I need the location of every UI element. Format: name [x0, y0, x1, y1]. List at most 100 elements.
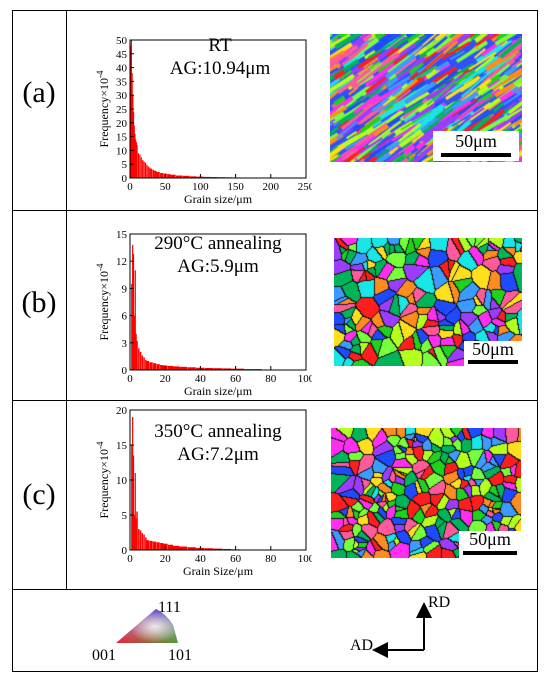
histogram-bar	[156, 171, 160, 178]
histogram-bar	[132, 253, 135, 370]
histogram-c: 0 20 40 60 80 100 0 5 10 15 20 Grain Size/μm Frequen…	[96, 405, 312, 578]
histogram-bar	[187, 547, 196, 550]
histogram-bar	[131, 283, 133, 370]
axes-legend: RD AD	[350, 594, 450, 658]
column-divider	[66, 10, 67, 590]
x-tick-label: 0	[127, 181, 133, 193]
ebsd-map-c: 50μm	[331, 428, 521, 558]
panel-subtitle-a: AG:10.94μm	[169, 58, 271, 79]
histogram-bar	[222, 368, 232, 370]
y-tick-label: 6	[122, 311, 128, 323]
scale-bar-a: 50μm	[433, 131, 519, 161]
histogram-bar	[147, 166, 149, 178]
y-tick-label: 0	[122, 545, 128, 557]
histogram-bar	[136, 144, 138, 178]
histogram-bar	[213, 548, 223, 550]
y-tick-label: 0	[122, 173, 128, 185]
histogram-bar	[136, 511, 138, 550]
histogram-bar	[204, 368, 214, 370]
histogram-bar	[143, 161, 145, 178]
histogram-bar	[137, 153, 140, 178]
x-tick-label: 250	[298, 181, 312, 193]
ipf-label-111: 111	[158, 599, 181, 616]
y-tick-label: 45	[116, 49, 128, 61]
histogram-bar	[172, 366, 180, 370]
histogram-bar	[149, 167, 151, 178]
histogram-bar	[130, 45, 132, 178]
histogram-bar	[141, 355, 144, 370]
y-axis-label: Frequency×10-4	[96, 70, 111, 147]
histogram-bar	[145, 360, 150, 370]
x-tick-label: 0	[127, 553, 133, 565]
panel-subtitle-c: AG:7.2μm	[177, 444, 259, 465]
histogram-bar	[222, 548, 232, 550]
histogram-bar	[146, 164, 148, 178]
histogram-bar	[135, 518, 137, 550]
histogram-a: 0 50 100 150 200 25005101520253035404550Grain…	[96, 35, 312, 206]
histogram-bar	[134, 473, 136, 550]
histogram-b: 0 20 40 60 80 100 0 3 6 9 12 15 Grain size/μm Frequen…	[96, 229, 312, 398]
histogram-bar	[134, 270, 136, 370]
plot-frame	[129, 233, 307, 371]
histogram-bar	[138, 529, 140, 550]
y-tick-label: 12	[116, 256, 127, 268]
x-tick-label: 60	[230, 373, 242, 385]
histogram-bar	[167, 174, 171, 178]
x-axis-label: Grain size/μm	[184, 192, 253, 206]
histogram-bar	[178, 546, 188, 550]
histogram-bar	[143, 357, 145, 370]
histogram-bar	[160, 365, 164, 370]
x-tick-label: 80	[265, 553, 277, 565]
row-divider-2	[12, 400, 538, 401]
histogram-bar	[160, 173, 164, 178]
histogram-bar	[132, 417, 134, 550]
histogram-bar	[131, 445, 133, 550]
x-tick-label: 80	[265, 373, 277, 385]
histogram-bar	[140, 157, 142, 178]
histogram-bar	[153, 363, 157, 370]
x-tick-label: 100	[192, 181, 209, 193]
x-tick-label: 100	[298, 553, 312, 565]
panel-title-b: 290°C annealing	[154, 233, 282, 254]
histogram-bar	[149, 540, 153, 550]
histogram-bar	[189, 176, 197, 178]
histogram-bar	[175, 175, 183, 178]
y-tick-label: 20	[116, 405, 128, 417]
histogram-bar	[133, 315, 135, 370]
scale-line-a	[441, 153, 511, 157]
panel-title-a: RT	[208, 35, 232, 56]
x-tick-label: 150	[227, 181, 244, 193]
ebsd-map-b: 50μm	[334, 238, 522, 366]
x-axis-label: Grain Size/μm	[183, 564, 254, 578]
histogram-bar	[135, 142, 137, 178]
histogram-bar	[150, 168, 153, 178]
y-tick-label: 10	[116, 475, 128, 487]
y-tick-label: 5	[122, 159, 128, 171]
histogram-bar	[156, 364, 160, 370]
rd-label: RD	[428, 594, 450, 611]
histogram-bar	[135, 139, 137, 178]
x-tick-label: 40	[195, 553, 207, 565]
histogram-bar	[145, 360, 147, 370]
scale-label-c: 50μm	[469, 529, 511, 549]
y-tick-label: 5	[122, 510, 128, 522]
histogram-bar	[132, 244, 134, 370]
histogram-bar	[132, 111, 135, 178]
ipf-label-101: 101	[168, 647, 192, 664]
panel-subtitle-b: AG:5.9μm	[177, 256, 259, 277]
histogram-bar	[142, 160, 144, 178]
ipf-label-001: 001	[92, 647, 116, 664]
histogram-bar	[204, 176, 211, 178]
histogram-bar	[134, 133, 136, 178]
row-divider-1	[12, 210, 538, 211]
histogram-bar	[152, 169, 155, 178]
histogram-bar	[144, 162, 147, 178]
histogram-bar	[145, 540, 150, 550]
y-tick-label: 35	[116, 76, 128, 88]
panel-label-a: (a)	[22, 76, 56, 109]
y-tick-label: 50	[116, 35, 128, 47]
ipf-legend: 111 001 101	[92, 599, 192, 664]
y-axis-label: Frequency×10-4	[96, 263, 111, 340]
panel-label-c: (c)	[22, 478, 56, 511]
y-tick-label: 0	[122, 365, 128, 377]
